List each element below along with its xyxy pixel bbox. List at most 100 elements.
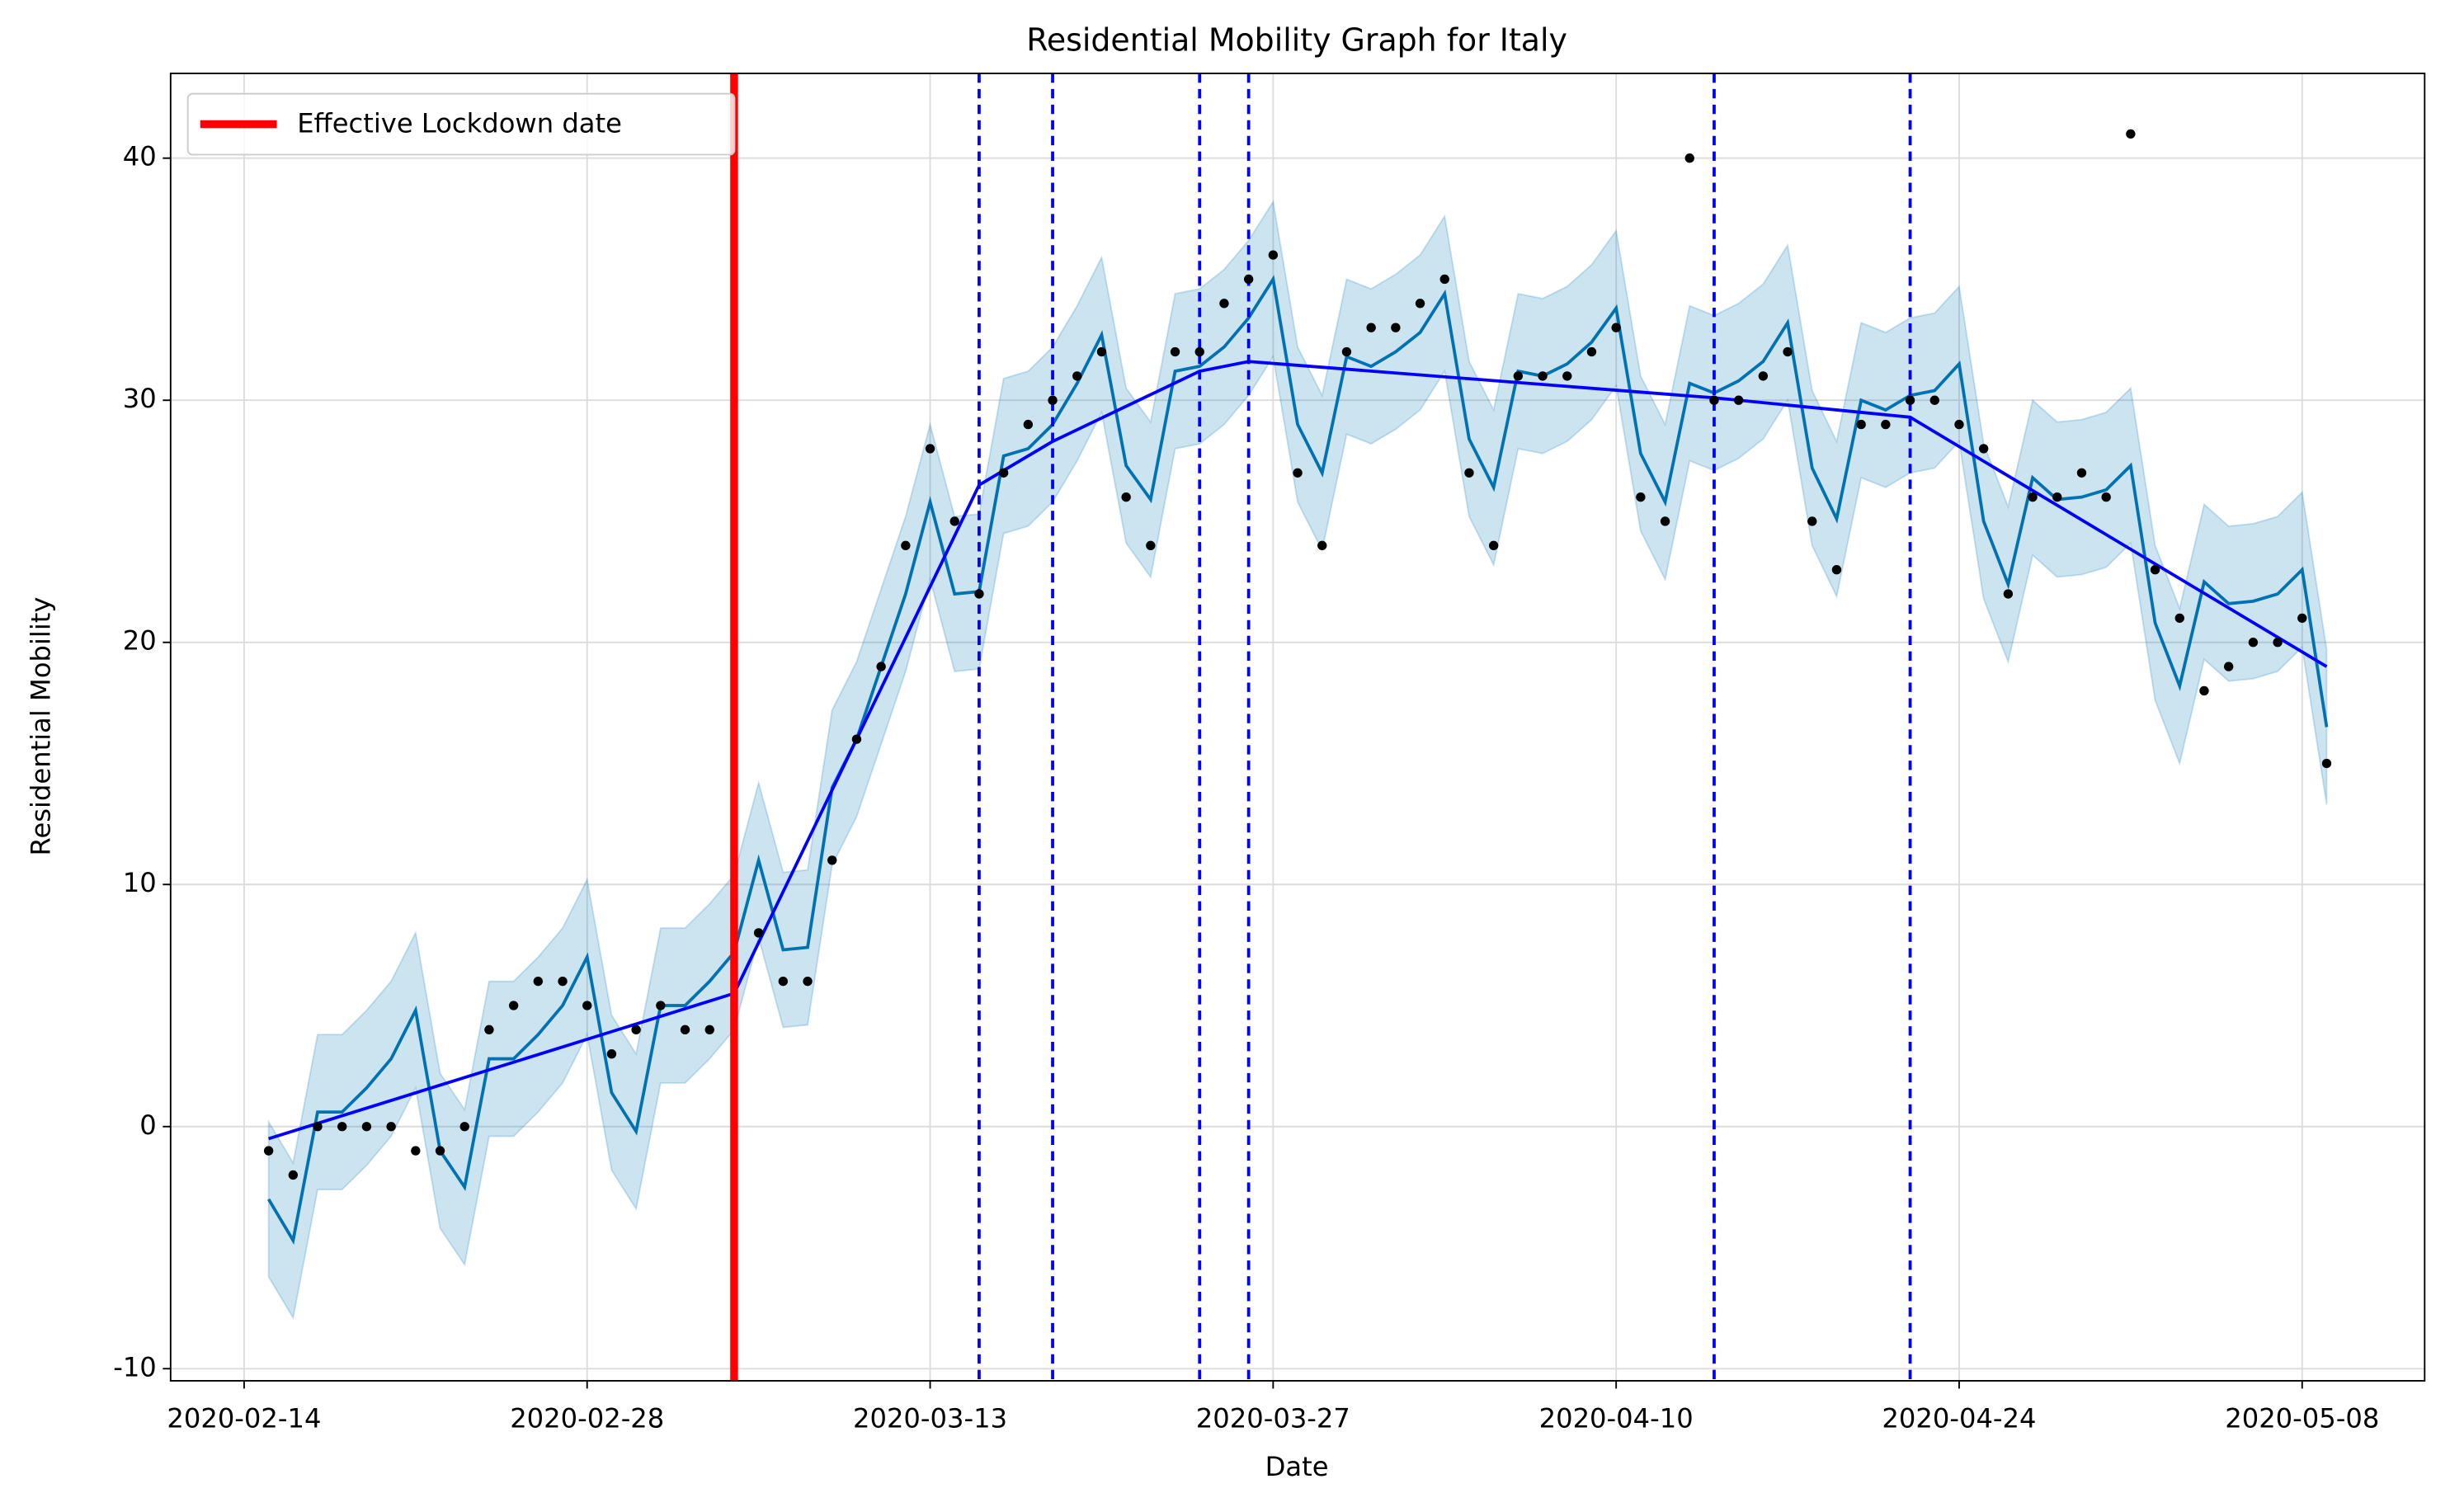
observed-point (1954, 419, 1964, 430)
y-tick-label: 30 (123, 383, 157, 414)
observed-point (1023, 419, 1034, 430)
forecast-line (266, 275, 2329, 1245)
legend-label: Effective Lockdown date (297, 107, 622, 139)
legend-box (186, 92, 736, 156)
observed-point (1488, 540, 1499, 551)
observed-point (925, 444, 935, 454)
y-tick-label: 20 (123, 625, 157, 657)
observed-point (1072, 371, 1082, 381)
observed-point (1562, 371, 1572, 381)
observed-point (2174, 613, 2184, 624)
observed-point (606, 1049, 617, 1059)
observed-point (1243, 274, 1254, 285)
observed-point (949, 516, 959, 526)
observed-point (2297, 613, 2307, 624)
observed-point (778, 976, 789, 987)
observed-point (1341, 346, 1352, 357)
observed-point (974, 589, 984, 599)
observed-point (2223, 662, 2234, 671)
observed-point (1439, 274, 1449, 285)
observed-point (1268, 250, 1279, 260)
observed-point (558, 976, 568, 987)
y-tick-label: 40 (123, 141, 157, 172)
observed-point (1856, 419, 1866, 430)
observed-point (2003, 589, 2014, 599)
observed-point (361, 1122, 372, 1132)
y-axis-label: Residential Mobility (26, 597, 57, 856)
observed-point (2150, 565, 2160, 575)
observed-point (1660, 516, 1670, 526)
observed-point (2028, 492, 2038, 502)
observed-point (1881, 419, 1891, 430)
observed-point (1978, 444, 1989, 454)
y-tick-label: 0 (139, 1109, 156, 1141)
observed-point (1783, 346, 1793, 357)
observed-point (2273, 638, 2283, 648)
observed-point (1391, 323, 1401, 332)
observed-point (803, 976, 813, 987)
observed-point (1513, 371, 1524, 381)
observed-point (459, 1122, 469, 1132)
observed-point (2199, 685, 2209, 696)
observed-point (1194, 346, 1204, 357)
observed-point (1831, 565, 1842, 575)
observed-point (288, 1170, 299, 1180)
observed-point (1807, 516, 1817, 526)
x-tick-label: 2020-02-28 (510, 1402, 664, 1434)
observed-point (1636, 492, 1646, 502)
observed-point (1464, 468, 1474, 478)
observed-point (1317, 540, 1327, 551)
plot-area: -10 0 10 20 30 40 2020-02-14 2020-02-28 2020-03-… (113, 73, 2426, 1434)
observed-point (876, 662, 886, 671)
observed-point (1684, 153, 1694, 163)
observed-point (508, 1001, 519, 1010)
observed-point (2126, 129, 2136, 139)
observed-point (1170, 346, 1180, 357)
observed-point (2101, 492, 2111, 502)
observed-point (851, 734, 862, 744)
x-axis-label: Date (1265, 1451, 1329, 1482)
observed-point (2076, 468, 2087, 478)
observed-point (680, 1024, 690, 1035)
observed-point (1538, 371, 1548, 381)
observed-point (1096, 346, 1107, 357)
observed-point (1758, 371, 1769, 381)
observed-point (1219, 299, 1229, 309)
observed-point (337, 1122, 347, 1132)
observed-point (411, 1146, 421, 1156)
observed-point (1293, 468, 1303, 478)
observed-point (2248, 638, 2259, 648)
observed-point (998, 468, 1009, 478)
x-tick-label: 2020-03-13 (853, 1402, 1007, 1434)
observed-point (2321, 758, 2332, 769)
observed-point (631, 1024, 641, 1035)
observed-point (901, 540, 911, 551)
x-tick-label: 2020-02-14 (167, 1402, 321, 1434)
x-tick-label: 2020-05-08 (2225, 1402, 2379, 1434)
observed-point (1905, 395, 1915, 405)
observed-point (484, 1024, 494, 1035)
axes-frame (169, 73, 2426, 1382)
y-tick-label: -10 (113, 1351, 157, 1382)
observed-point (704, 1024, 714, 1035)
observed-point (1048, 395, 1058, 405)
observed-point (1929, 395, 1939, 405)
x-tick-label: 2020-03-27 (1196, 1402, 1350, 1434)
x-tick-label: 2020-04-10 (1539, 1402, 1694, 1434)
observed-point (1366, 323, 1376, 332)
observed-point (753, 928, 764, 938)
observed-point (656, 1001, 666, 1010)
observed-point (435, 1146, 445, 1156)
observed-point (313, 1122, 323, 1132)
observed-point (386, 1122, 396, 1132)
observed-point (2052, 492, 2062, 502)
x-tick-label: 2020-04-24 (1882, 1402, 2036, 1434)
observed-point (533, 976, 544, 987)
observed-point (827, 855, 837, 865)
observed-point (1586, 346, 1597, 357)
observed-point (1146, 540, 1156, 551)
observed-point (1121, 492, 1131, 502)
